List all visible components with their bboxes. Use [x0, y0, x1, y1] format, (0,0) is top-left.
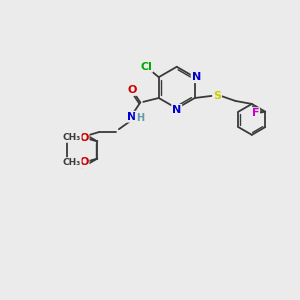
Text: S: S — [213, 91, 221, 100]
Text: O: O — [79, 157, 88, 167]
Text: F: F — [252, 108, 259, 118]
Text: N: N — [172, 105, 182, 115]
Text: O: O — [79, 133, 88, 143]
Text: CH₃: CH₃ — [63, 158, 81, 167]
Text: N: N — [127, 112, 136, 122]
Text: Cl: Cl — [140, 62, 152, 72]
Text: CH₃: CH₃ — [63, 133, 81, 142]
Text: O: O — [127, 85, 137, 95]
Text: H: H — [136, 113, 144, 123]
Text: N: N — [192, 72, 201, 82]
